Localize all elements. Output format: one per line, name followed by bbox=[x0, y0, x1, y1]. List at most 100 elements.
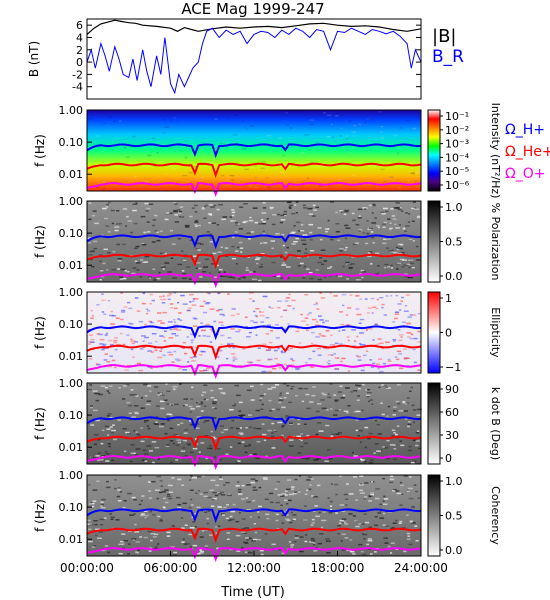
polarization-colorbar-label: % Polarization bbox=[489, 203, 502, 281]
intensity-frame bbox=[86, 109, 422, 192]
polarization-colorbar-tick-label: 0.5 bbox=[445, 236, 463, 249]
polarization-gyro-line bbox=[86, 234, 422, 250]
polarization-spectrogram bbox=[87, 201, 421, 282]
kdotb-panel: 1.00 0.10 0.01 f (Hz) 90 60 30 0 k dot B (Deg) bbox=[33, 377, 502, 471]
polarization-ytick-label: 0.10 bbox=[59, 227, 84, 240]
ellipticity-texture bbox=[88, 292, 422, 373]
coherency-gyro-line bbox=[86, 527, 422, 544]
kdotb-gyro-line bbox=[86, 455, 422, 471]
intensity-panel: 1.00 0.10 0.01 f (Hz) 10⁻¹10⁻²10⁻³10⁻⁴10⁻⁵10… bbox=[33, 103, 502, 199]
ellipticity-ytick-label: 1.00 bbox=[59, 286, 84, 299]
kdotb-colorbar-label: k dot B (Deg) bbox=[489, 387, 502, 460]
legend-omega-he: Ω_He+ bbox=[505, 144, 550, 160]
kdotb-spectrogram bbox=[87, 383, 421, 464]
kdotb-ytick-label: 0.10 bbox=[59, 409, 84, 422]
intensity-colorbar-label: Intensity (nT²/Hz) bbox=[489, 103, 502, 199]
polarization-frame bbox=[86, 200, 422, 283]
legend-b-radial: B_R bbox=[432, 47, 464, 67]
legend-omega-h: Ω_H+ bbox=[505, 122, 545, 138]
intensity-ytick-label: 0.01 bbox=[59, 168, 84, 181]
b-magnitude-line bbox=[87, 19, 421, 35]
ellipticity-colorbar-tick-label: 0 bbox=[445, 327, 452, 340]
kdotb-gyro-line bbox=[86, 435, 422, 452]
b-ytick-label: -4 bbox=[72, 81, 83, 94]
intensity-colorbar-tick-label: 10⁻³ bbox=[445, 138, 469, 151]
coherency-gyro-line bbox=[86, 547, 422, 563]
ellipticity-ytick-label: 0.10 bbox=[59, 318, 84, 331]
kdotb-colorbar-tick-label: 30 bbox=[445, 429, 459, 442]
intensity-colorbar-tick-label: 10⁻⁴ bbox=[445, 151, 470, 164]
coherency-spectrogram bbox=[87, 475, 421, 556]
x-tick-label: 24:00:00 bbox=[394, 561, 448, 575]
polarization-gyro-line bbox=[86, 273, 422, 289]
b-field-ylabel: B (nT) bbox=[27, 41, 41, 77]
b-ytick-label: 6 bbox=[76, 19, 83, 32]
ellipticity-frame bbox=[86, 291, 422, 374]
kdotb-ytick-label: 1.00 bbox=[59, 377, 84, 390]
coherency-ytick-label: 0.01 bbox=[59, 533, 84, 546]
intensity-gyro-line bbox=[86, 162, 422, 179]
coherency-colorbar-tick-label: 1.0 bbox=[445, 475, 463, 488]
legend-b-magnitude: |B| bbox=[432, 26, 456, 47]
coherency-panel: 1.00 0.10 0.01 f (Hz) 1.0 0.5 0.0 Coherency bbox=[33, 469, 502, 563]
polarization-texture bbox=[87, 201, 421, 282]
legend-omega-o: Ω_O+ bbox=[505, 166, 545, 182]
kdotb-colorbar bbox=[427, 382, 441, 465]
polarization-colorbar bbox=[427, 200, 441, 283]
b-field-frame bbox=[86, 18, 422, 100]
intensity-ytick-label: 0.10 bbox=[59, 136, 84, 149]
coherency-ytick-label: 1.00 bbox=[59, 469, 84, 482]
polarization-ytick-label: 0.01 bbox=[59, 259, 84, 272]
gyrofrequency-legend: Ω_H+ Ω_He+ Ω_O+ bbox=[505, 122, 550, 182]
b-ytick-label: 4 bbox=[76, 31, 83, 44]
ellipticity-spectrogram bbox=[87, 292, 421, 373]
polarization-gyro-line bbox=[86, 253, 422, 270]
intensity-colorbar-tick-label: 10⁻⁶ bbox=[445, 179, 470, 192]
x-tick-label: 18:00:00 bbox=[311, 561, 365, 575]
intensity-colorbar-tick-label: 10⁻¹ bbox=[445, 110, 469, 123]
coherency-gyro-line bbox=[86, 508, 422, 524]
intensity-gyro-line bbox=[86, 143, 422, 159]
coherency-colorbar-tick-label: 0.0 bbox=[445, 544, 463, 557]
polarization-panel: 1.00 0.10 0.01 f (Hz) 1.0 0.5 0.0 % Polarizatio… bbox=[33, 195, 502, 289]
intensity-ylabel: f (Hz) bbox=[33, 134, 47, 167]
polarization-ylabel: f (Hz) bbox=[33, 225, 47, 258]
chart-title: ACE Mag 1999-247 bbox=[181, 0, 324, 18]
ellipticity-colorbar bbox=[427, 291, 441, 374]
coherency-colorbar-tick-label: 0.5 bbox=[445, 510, 463, 523]
coherency-colorbar-label: Coherency bbox=[489, 486, 502, 545]
intensity-colorbar bbox=[427, 109, 441, 192]
x-axis-label: Time (UT) bbox=[220, 585, 285, 600]
ellipticity-gyro-line bbox=[86, 344, 422, 361]
kdotb-colorbar-tick-label: 0 bbox=[445, 452, 452, 465]
coherency-ytick-label: 0.10 bbox=[59, 501, 84, 514]
intensity-ytick-label: 1.00 bbox=[59, 104, 84, 117]
polarization-colorbar-tick-label: 1.0 bbox=[445, 201, 463, 214]
coherency-ylabel: f (Hz) bbox=[33, 499, 47, 532]
intensity-gyro-line bbox=[86, 182, 422, 198]
polarization-colorbar-tick-label: 0.0 bbox=[445, 270, 463, 283]
intensity-colorbar-tick-label: 10⁻² bbox=[445, 124, 469, 137]
ellipticity-colorbar-label: Ellipticity bbox=[489, 307, 502, 358]
ellipticity-ylabel: f (Hz) bbox=[33, 316, 47, 349]
intensity-colorbar-tick-label: 10⁻⁵ bbox=[445, 165, 469, 178]
b-ytick-label: 2 bbox=[76, 44, 83, 57]
ellipticity-panel: 1.00 0.10 0.01 f (Hz) 1 0 −1 Ellipticity bbox=[33, 286, 502, 380]
intensity-texture bbox=[87, 111, 420, 190]
x-tick-label: 12:00:00 bbox=[227, 561, 281, 575]
x-tick-label: 06:00:00 bbox=[144, 561, 198, 575]
kdotb-colorbar-tick-label: 60 bbox=[445, 406, 459, 419]
coherency-colorbar bbox=[427, 474, 441, 557]
kdotb-frame bbox=[86, 382, 422, 465]
polarization-ytick-label: 1.00 bbox=[59, 195, 84, 208]
ellipticity-ytick-label: 0.01 bbox=[59, 350, 84, 363]
kdotb-ylabel: f (Hz) bbox=[33, 407, 47, 440]
b-ytick-label: 0 bbox=[76, 56, 83, 69]
ellipticity-colorbar-tick-label: 1 bbox=[445, 292, 452, 305]
b-ytick-label: -2 bbox=[72, 68, 83, 81]
ellipticity-gyro-line bbox=[86, 325, 422, 341]
kdotb-gyro-line bbox=[86, 416, 422, 432]
kdotb-colorbar-tick-label: 90 bbox=[445, 383, 459, 396]
